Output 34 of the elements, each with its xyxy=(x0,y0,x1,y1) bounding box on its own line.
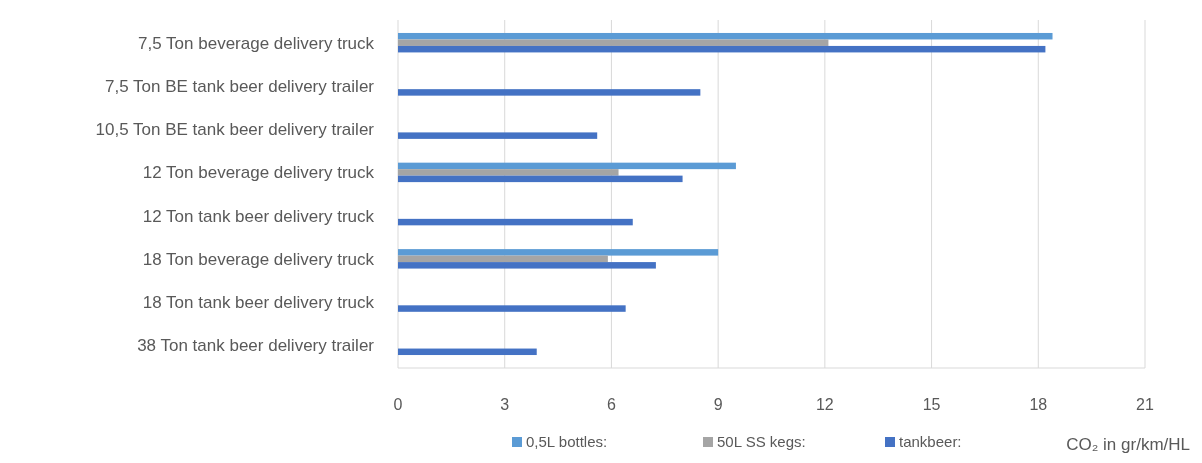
x-tick-label: 6 xyxy=(606,396,616,413)
x-axis-title: CO₂ in gr/km/HL xyxy=(1066,435,1190,454)
bar xyxy=(398,255,608,263)
legend-label: 50L SS kegs: xyxy=(717,433,806,450)
bar xyxy=(398,162,736,170)
bar xyxy=(398,175,683,183)
bar xyxy=(398,305,626,312)
y-tick-label: 38 Ton tank beer delivery trailer xyxy=(137,336,375,356)
y-tick-label: 18 Ton beverage delivery truck xyxy=(142,249,375,269)
y-tick-label: 10,5 Ton BE tank beer delivery trailer xyxy=(95,120,375,140)
legend-label: 0,5L bottles: xyxy=(526,433,608,450)
bar xyxy=(398,32,1053,40)
bar xyxy=(398,262,656,269)
x-tick-label: 12 xyxy=(815,396,834,413)
bar xyxy=(398,89,701,96)
y-tick-label: 12 Ton beverage delivery truck xyxy=(142,163,375,183)
bar xyxy=(398,132,598,139)
x-tick-label: 15 xyxy=(922,396,941,413)
x-tick-label: 21 xyxy=(1136,396,1154,413)
bar xyxy=(398,249,719,256)
y-tick-label: 12 Ton tank beer delivery truck xyxy=(142,206,375,226)
bar xyxy=(398,39,829,46)
x-tick-label: 3 xyxy=(500,396,510,413)
y-tick-label: 7,5 Ton beverage delivery truck xyxy=(138,33,375,53)
x-tick-label: 18 xyxy=(1029,396,1048,413)
bar xyxy=(398,218,633,226)
y-tick-label: 18 Ton tank beer delivery truck xyxy=(142,293,375,313)
legend-label: tankbeer: xyxy=(899,433,962,450)
x-tick-label: 0 xyxy=(393,396,403,413)
bar xyxy=(398,348,537,356)
x-tick-label: 9 xyxy=(713,396,723,413)
y-tick-label: 7,5 Ton BE tank beer delivery trailer xyxy=(105,76,375,96)
bar xyxy=(398,45,1046,53)
bar xyxy=(398,169,619,176)
